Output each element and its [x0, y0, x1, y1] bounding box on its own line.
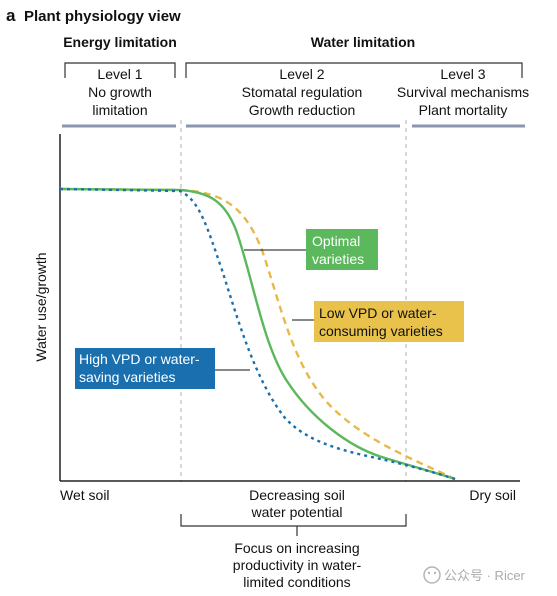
level-1: Level 1 No growth limitation	[88, 66, 152, 118]
level-3-name: Level 3	[440, 66, 485, 82]
optimal-callout: Optimal varieties	[306, 229, 378, 270]
level-3: Level 3 Survival mechanisms Plant mortal…	[397, 66, 529, 118]
watermark: 公众号 · Ricer	[423, 566, 526, 584]
focus-line1: Focus on increasing	[234, 540, 359, 556]
optimal-line2: varieties	[312, 251, 364, 267]
level-1-name: Level 1	[97, 66, 142, 82]
high-vpd-callout: High VPD or water- saving varieties	[75, 348, 215, 389]
level-3-line1: Survival mechanisms	[397, 84, 529, 100]
focus-note: Focus on increasing productivity in wate…	[233, 540, 362, 590]
water-bracket	[185, 62, 523, 78]
level-1-line2: limitation	[92, 102, 147, 118]
x-axis-middle-line1: Decreasing soil	[249, 487, 345, 503]
optimal-line1: Optimal	[312, 233, 360, 249]
header-brackets	[64, 62, 523, 78]
high-vpd-line2: saving varieties	[79, 369, 176, 385]
panel-label: a	[6, 6, 16, 25]
low-vpd-callout-box	[314, 301, 464, 342]
water-limitation-label: Water limitation	[311, 34, 416, 50]
level-2: Level 2 Stomatal regulation Growth reduc…	[242, 66, 363, 118]
energy-limitation-label: Energy limitation	[63, 34, 177, 50]
level-2-name: Level 2	[279, 66, 324, 82]
level-1-line1: No growth	[88, 84, 152, 100]
leader-lines	[215, 249, 314, 371]
wechat-icon	[423, 566, 441, 584]
x-axis-wet-soil: Wet soil	[60, 487, 110, 503]
panel-title: Plant physiology view	[24, 8, 181, 25]
watermark-text: 公众号 · Ricer	[444, 568, 526, 583]
focus-line3: limited conditions	[243, 574, 350, 590]
low-vpd-curve	[59, 187, 456, 481]
focus-bracket	[180, 514, 407, 527]
y-axis-label: Water use/growth	[33, 252, 49, 361]
curves	[59, 187, 456, 481]
level-2-line1: Stomatal regulation	[242, 84, 363, 100]
high-vpd-callout-box	[75, 348, 215, 389]
high-vpd-line1: High VPD or water-	[79, 351, 200, 367]
optimal-curve	[59, 187, 456, 481]
level-3-line2: Plant mortality	[419, 102, 508, 118]
low-vpd-line1: Low VPD or water-	[319, 305, 437, 321]
x-axis-middle-line2: water potential	[250, 504, 342, 520]
level-2-line2: Growth reduction	[249, 102, 356, 118]
low-vpd-line2: consuming varieties	[319, 323, 443, 339]
low-vpd-callout: Low VPD or water- consuming varieties	[314, 301, 464, 342]
axes	[59, 134, 520, 482]
optimal-callout-box	[306, 229, 378, 270]
energy-bracket	[64, 62, 176, 78]
focus-line2: productivity in water-	[233, 557, 362, 573]
x-axis-dry-soil: Dry soil	[469, 487, 516, 503]
